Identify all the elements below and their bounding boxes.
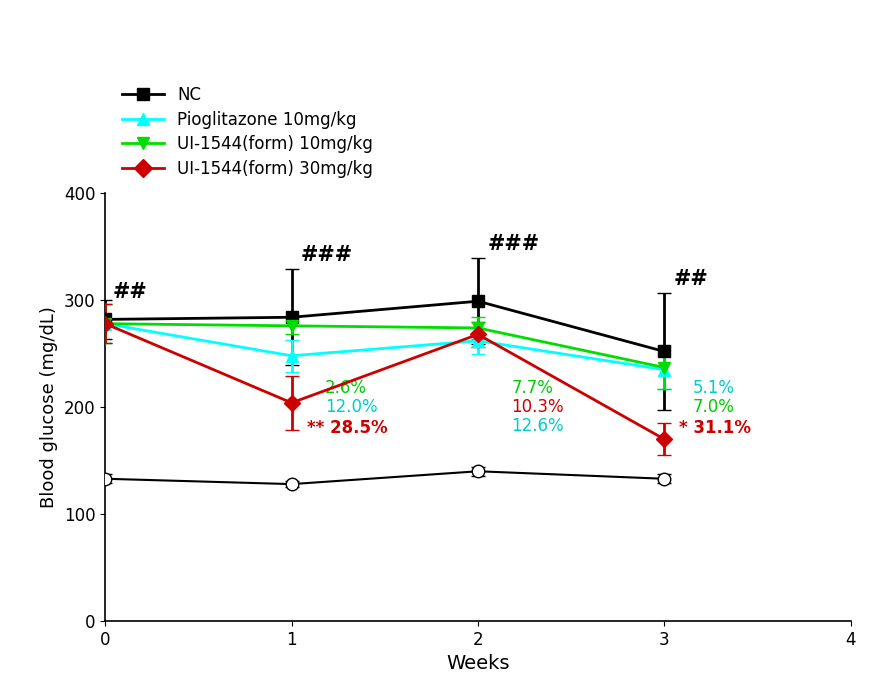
Text: ###: ### bbox=[488, 234, 539, 254]
Text: 12.0%: 12.0% bbox=[325, 398, 378, 416]
Text: ##: ## bbox=[674, 270, 709, 290]
Legend: NC, Pioglitazone 10mg/kg, UI-1544(form) 10mg/kg, UI-1544(form) 30mg/kg: NC, Pioglitazone 10mg/kg, UI-1544(form) … bbox=[123, 86, 374, 178]
Text: ##: ## bbox=[112, 282, 147, 302]
Text: 7.0%: 7.0% bbox=[692, 398, 734, 416]
Text: * 31.1%: * 31.1% bbox=[679, 420, 752, 437]
Text: 12.6%: 12.6% bbox=[511, 417, 564, 435]
Text: ** 28.5%: ** 28.5% bbox=[307, 420, 387, 437]
X-axis label: Weeks: Weeks bbox=[446, 654, 510, 673]
Text: 5.1%: 5.1% bbox=[692, 379, 734, 397]
Text: 10.3%: 10.3% bbox=[511, 398, 564, 416]
Text: 7.7%: 7.7% bbox=[511, 379, 553, 397]
Y-axis label: Blood glucose (mg/dL): Blood glucose (mg/dL) bbox=[40, 306, 59, 508]
Text: ###: ### bbox=[301, 245, 353, 265]
Text: 2.6%: 2.6% bbox=[325, 379, 367, 397]
